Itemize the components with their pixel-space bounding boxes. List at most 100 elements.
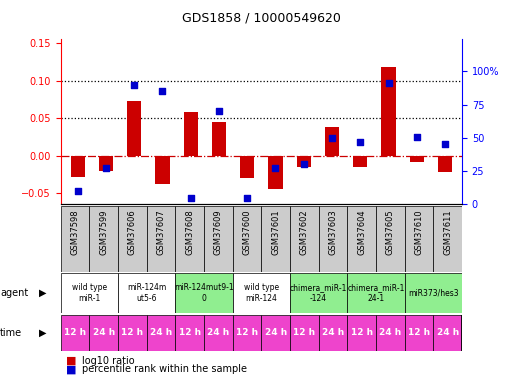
Point: [412, 134, 421, 140]
Bar: [233, 315, 261, 351]
Text: GSM37607: GSM37607: [156, 210, 166, 255]
Point: [299, 162, 308, 168]
Bar: [433, 315, 462, 351]
Text: wild type
miR-1: wild type miR-1: [72, 283, 107, 303]
Point: [441, 141, 449, 147]
Bar: [319, 206, 347, 272]
Point: [328, 135, 336, 141]
Text: chimera_miR-1
24-1: chimera_miR-1 24-1: [347, 283, 404, 303]
Bar: [147, 315, 175, 351]
Bar: [290, 273, 347, 313]
Point: [215, 108, 223, 114]
Bar: [204, 206, 233, 272]
Bar: [438, 156, 452, 172]
Text: 24 h: 24 h: [92, 328, 115, 338]
Text: miR-124mut9-1
0: miR-124mut9-1 0: [174, 283, 234, 303]
Point: [130, 82, 138, 88]
Point: [243, 195, 251, 201]
Text: percentile rank within the sample: percentile rank within the sample: [82, 364, 247, 374]
Text: ■: ■: [66, 364, 77, 374]
Bar: [376, 315, 404, 351]
Bar: [353, 156, 367, 167]
Text: GSM37603: GSM37603: [328, 210, 337, 255]
Bar: [118, 273, 175, 313]
Text: GSM37604: GSM37604: [357, 210, 366, 255]
Text: 24 h: 24 h: [379, 328, 401, 338]
Text: 12 h: 12 h: [408, 328, 430, 338]
Bar: [297, 156, 311, 167]
Text: GSM37610: GSM37610: [414, 210, 423, 255]
Text: 12 h: 12 h: [121, 328, 144, 338]
Bar: [118, 206, 147, 272]
Point: [73, 188, 82, 194]
Bar: [175, 315, 204, 351]
Bar: [61, 206, 89, 272]
Text: GSM37601: GSM37601: [271, 210, 280, 255]
Text: time: time: [0, 328, 22, 338]
Text: GSM37609: GSM37609: [214, 210, 223, 255]
Bar: [433, 206, 462, 272]
Point: [186, 195, 195, 201]
Bar: [347, 206, 376, 272]
Bar: [261, 206, 290, 272]
Bar: [89, 315, 118, 351]
Bar: [175, 206, 204, 272]
Bar: [404, 273, 462, 313]
Bar: [127, 101, 142, 156]
Bar: [61, 273, 118, 313]
Text: 24 h: 24 h: [322, 328, 344, 338]
Text: 24 h: 24 h: [150, 328, 172, 338]
Bar: [404, 315, 433, 351]
Bar: [347, 273, 404, 313]
Bar: [410, 156, 424, 162]
Bar: [184, 112, 198, 156]
Bar: [319, 315, 347, 351]
Text: 24 h: 24 h: [208, 328, 230, 338]
Text: GSM37606: GSM37606: [128, 210, 137, 255]
Bar: [347, 315, 376, 351]
Text: miR373/hes3: miR373/hes3: [408, 288, 459, 297]
Bar: [233, 206, 261, 272]
Bar: [261, 315, 290, 351]
Bar: [376, 206, 404, 272]
Bar: [325, 127, 339, 156]
Text: GSM37598: GSM37598: [71, 210, 80, 255]
Bar: [212, 122, 226, 156]
Text: 12 h: 12 h: [64, 328, 86, 338]
Text: GSM37605: GSM37605: [386, 210, 395, 255]
Text: ▶: ▶: [39, 288, 46, 298]
Text: GDS1858 / 10000549620: GDS1858 / 10000549620: [182, 11, 341, 24]
Bar: [118, 315, 147, 351]
Bar: [61, 315, 89, 351]
Point: [271, 165, 280, 171]
Bar: [99, 156, 113, 171]
Text: 12 h: 12 h: [178, 328, 201, 338]
Text: GSM37608: GSM37608: [185, 210, 194, 255]
Text: 12 h: 12 h: [293, 328, 315, 338]
Point: [102, 165, 110, 171]
Text: GSM37602: GSM37602: [300, 210, 309, 255]
Bar: [204, 315, 233, 351]
Bar: [147, 206, 175, 272]
Text: GSM37600: GSM37600: [242, 210, 251, 255]
Bar: [381, 67, 395, 156]
Text: miR-124m
ut5-6: miR-124m ut5-6: [127, 283, 166, 303]
Point: [158, 88, 167, 94]
Bar: [233, 273, 290, 313]
Bar: [155, 156, 169, 184]
Bar: [290, 206, 319, 272]
Text: agent: agent: [0, 288, 29, 298]
Bar: [175, 273, 233, 313]
Text: 12 h: 12 h: [236, 328, 258, 338]
Text: GSM37611: GSM37611: [443, 210, 452, 255]
Point: [356, 139, 364, 145]
Text: 24 h: 24 h: [265, 328, 287, 338]
Point: [384, 80, 393, 86]
Bar: [290, 315, 319, 351]
Text: ■: ■: [66, 356, 77, 366]
Bar: [71, 156, 84, 177]
Bar: [268, 156, 282, 189]
Text: wild type
miR-124: wild type miR-124: [244, 283, 279, 303]
Text: 12 h: 12 h: [351, 328, 373, 338]
Text: GSM37599: GSM37599: [99, 210, 108, 255]
